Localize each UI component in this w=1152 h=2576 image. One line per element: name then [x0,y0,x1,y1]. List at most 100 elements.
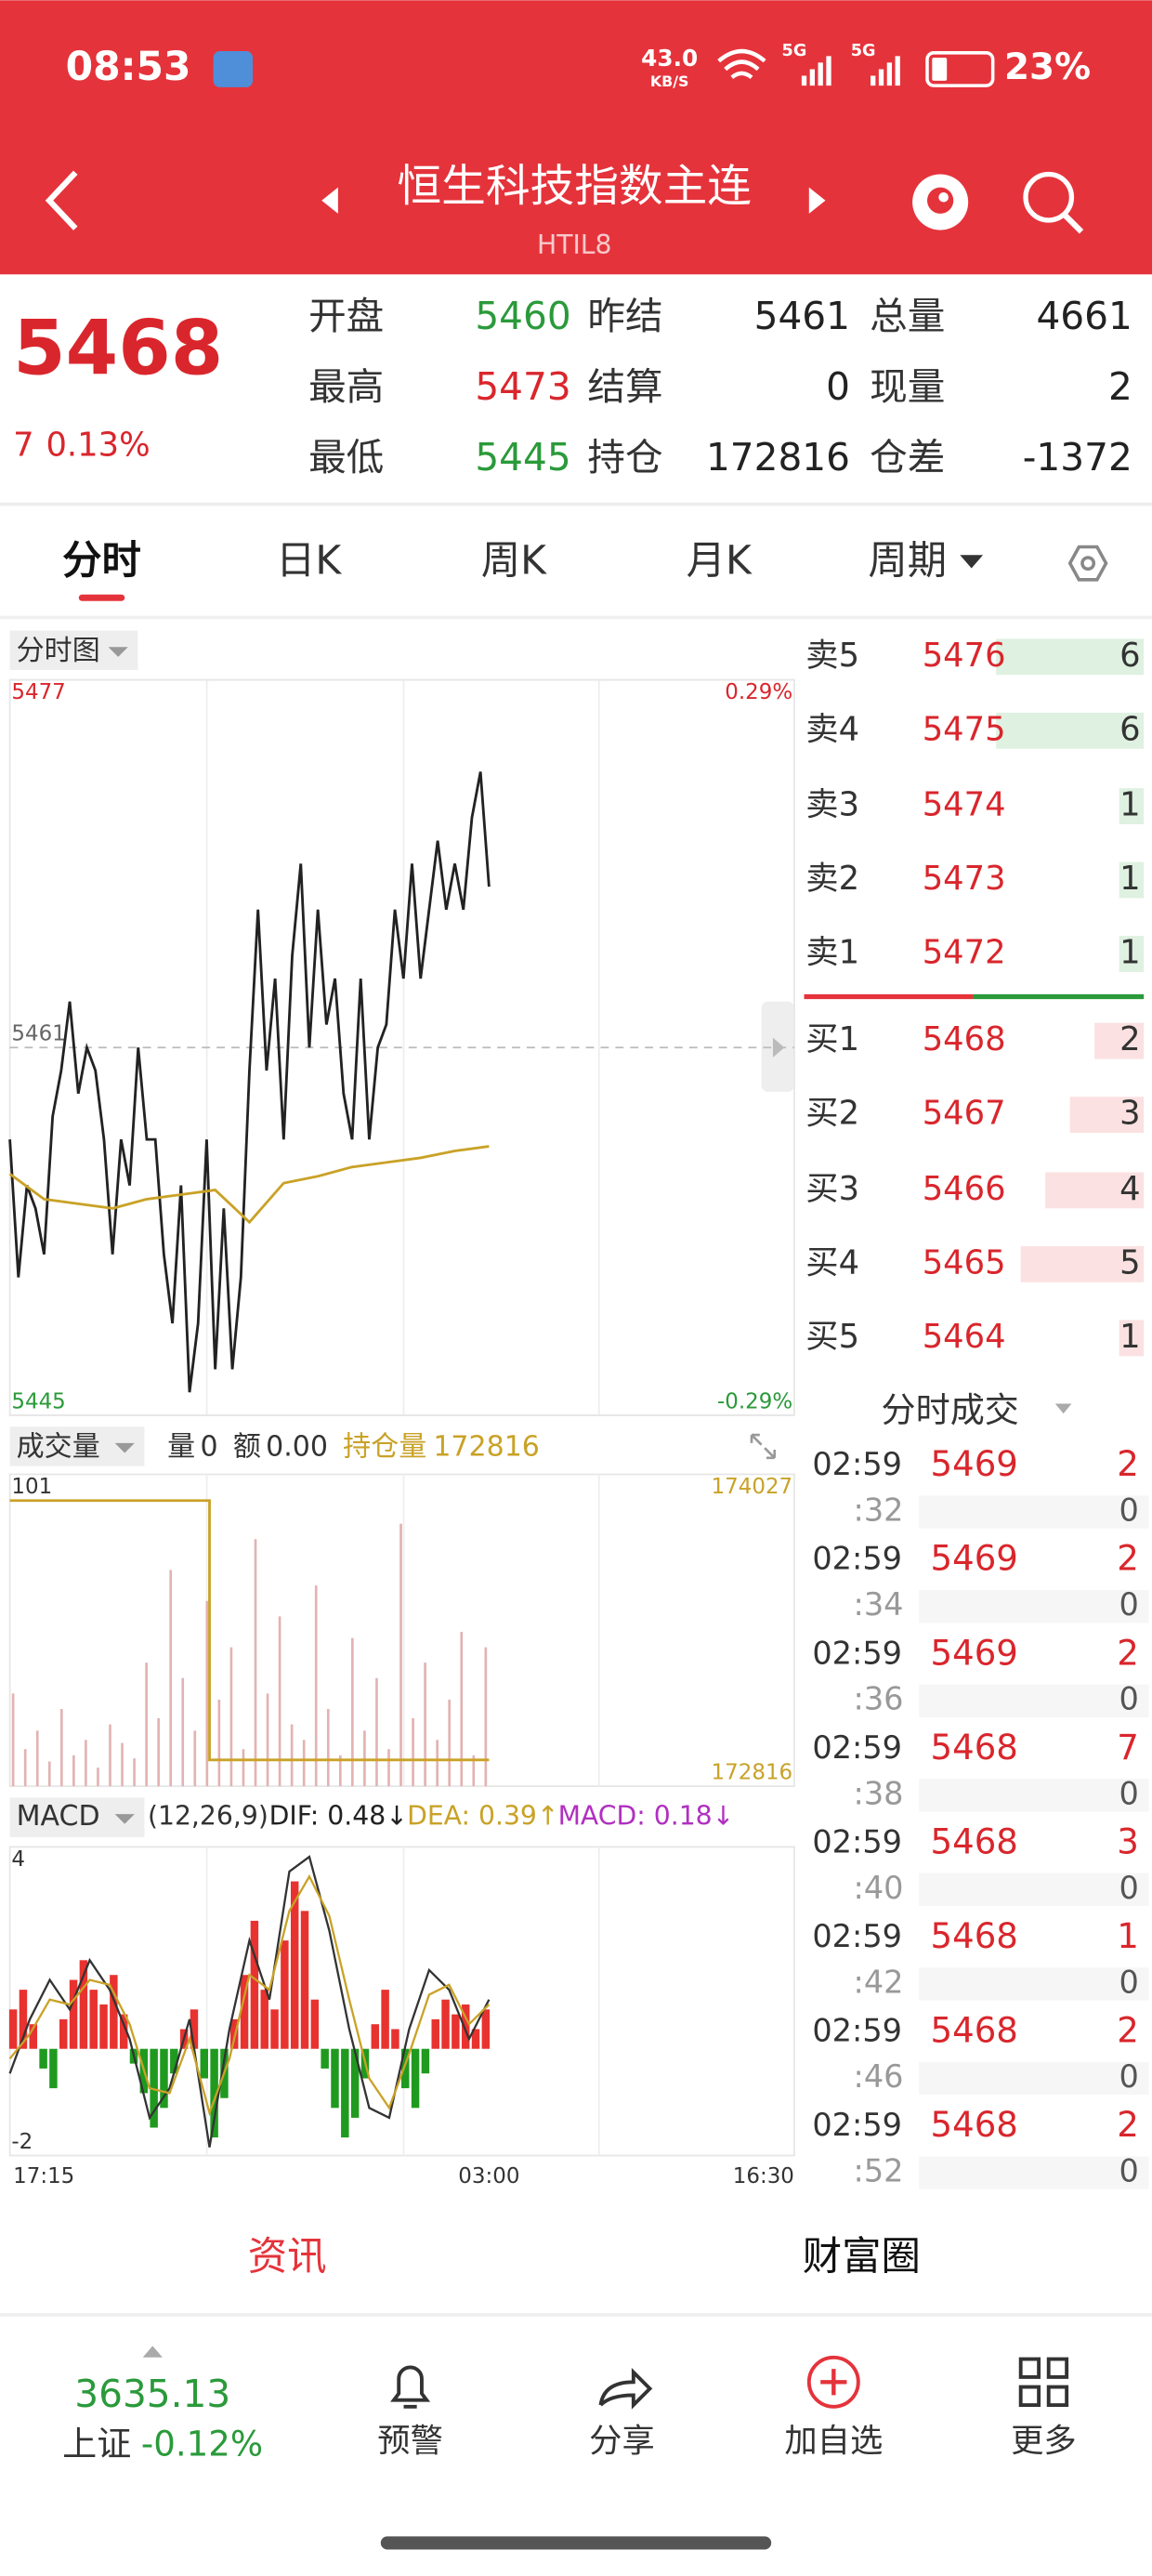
y-tick-label: -2 [11,2130,33,2154]
book-volume: 1 [1119,1318,1140,1356]
row-bg [919,1684,1149,1717]
book-price: 5466 [923,1170,1006,1208]
nav-label[interactable]: 加自选 [784,2423,883,2461]
trade-time: 02:59 [812,1635,902,1671]
macd-bar [431,2018,439,2049]
macd-bar [210,2048,218,2138]
tab[interactable]: 分时 [62,538,141,584]
macd-bar [481,2009,491,2049]
bottom-tab[interactable]: 资讯 [248,2233,327,2279]
chart-label[interactable]: 成交量 [17,1431,100,1464]
depth-bar [1045,1172,1145,1209]
trade-subvolume: 0 [1119,2058,1139,2095]
macd-legend: MACD: 0.18↓ [558,1801,735,1832]
book-label: 卖4 [805,710,859,748]
macd-bar [19,1990,28,2049]
depth-bar [996,712,1145,749]
macd-bar [421,2048,430,2074]
trade-price: 5469 [931,1633,1018,1673]
trade-subtime: :36 [854,1681,904,1717]
settings-icon[interactable] [1067,545,1108,582]
book-label: 卖2 [805,860,859,898]
tab-underline [78,594,125,601]
trade-price: 5469 [931,1539,1018,1579]
chart-label[interactable]: MACD [17,1800,100,1833]
book-price: 5465 [923,1243,1006,1281]
row-bg [919,1873,1149,1907]
trade-subvolume: 0 [1119,1964,1139,2000]
row-bg [919,2061,1149,2096]
field-value: 2 [1108,364,1132,409]
prev-contract[interactable] [321,187,338,214]
battery-icon [925,51,995,87]
field-value: 5473 [475,364,570,409]
tab[interactable]: 周期 [868,538,947,584]
macd-bar [452,2014,460,2049]
home-indicator [380,2536,772,2550]
bottom-tab[interactable]: 财富圈 [803,2233,921,2279]
dropdown-arrow [114,1442,135,1453]
book-price: 5473 [923,860,1006,898]
trades-title[interactable]: 分时成交 [882,1390,1019,1430]
macd-bar [8,2009,18,2049]
trade-price: 5468 [931,1728,1018,1768]
dropdown-arrow [108,647,128,657]
tab[interactable]: 周K [481,538,547,584]
assistant-glint [938,191,949,203]
assistant-icon[interactable] [912,174,969,230]
y-tick-label: 101 [11,1475,52,1499]
book-volume: 2 [1119,1020,1140,1058]
trade-subtime: :42 [854,1964,904,2000]
row-bg [919,1779,1149,1812]
search-icon[interactable] [1023,171,1084,234]
trade-volume: 7 [1117,1728,1139,1768]
macd-bar [391,2029,399,2049]
macd-bar [49,2048,58,2089]
field-label: 持仓 [587,435,662,480]
macd-bar [240,1975,249,2049]
nav-label[interactable]: 分享 [589,2423,655,2461]
wifi-icon [717,48,766,80]
field-label: 最高 [308,364,384,409]
field-value: 172816 [706,435,850,480]
trade-volume: 2 [1117,1633,1139,1673]
field-value: 5461 [754,294,850,338]
trade-subvolume: 0 [1119,2153,1139,2189]
trade-subvolume: 0 [1119,1775,1139,1811]
trade-subtime: :52 [854,2153,904,2189]
stat-label: 额 [233,1431,261,1464]
trade-price: 5468 [931,2011,1018,2051]
settings-dot [1080,556,1096,572]
tab[interactable]: 日K [276,538,342,584]
y-tick-label: 5445 [11,1389,65,1413]
book-volume: 4 [1119,1170,1140,1208]
next-contract[interactable] [808,187,826,214]
chart-frame [8,1846,795,2157]
dropdown-arrow [960,555,984,569]
macd-bar [300,1911,309,2049]
macd-bar [200,2048,209,2079]
expand-icon[interactable] [750,1433,777,1460]
chart-label[interactable]: 分时图 [17,635,100,667]
macd-bar [441,1999,450,2049]
oi-value: 172816 [433,1431,540,1464]
row-bg [919,1967,1149,2001]
book-volume: 3 [1119,1095,1140,1133]
y2-tick-label: 174027 [712,1475,793,1499]
back-button[interactable] [45,170,78,230]
more-icon [1018,2357,1069,2407]
macd-bar [260,1990,268,2049]
depth-bar [1119,788,1145,824]
macd-bar [89,1990,98,2049]
tab[interactable]: 月K [687,538,753,584]
y-tick-label: 5477 [11,680,65,704]
nav-label[interactable]: 更多 [1011,2423,1077,2461]
network-type: 5G [782,42,807,60]
nav-label[interactable]: 预警 [377,2423,443,2461]
depth-bar [996,638,1145,676]
contract-title: 恒生科技指数主连 [397,161,752,212]
macd-bar [461,2004,470,2049]
trade-subtime: :32 [854,1492,904,1529]
macd-bar [29,2024,38,2049]
